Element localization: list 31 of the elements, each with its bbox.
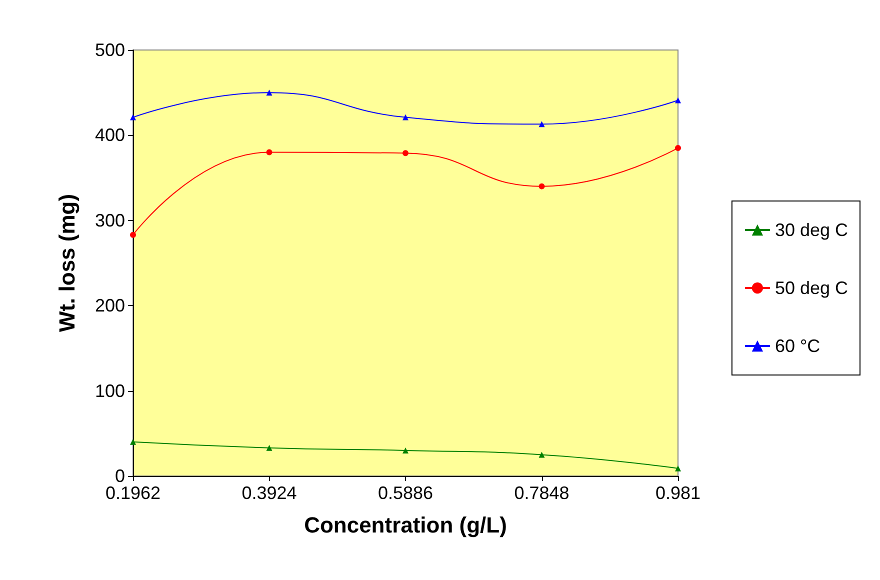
y-axis-title: Wt. loss (mg) — [54, 194, 80, 332]
y-tick-label: 0 — [114, 466, 125, 486]
x-tick-label: 0.981 — [655, 483, 701, 503]
x-axis-title: Concentration (g/L) — [304, 512, 507, 538]
point — [402, 150, 408, 156]
point — [130, 438, 136, 445]
legend-label: 60 °C — [774, 336, 820, 356]
x-tick-label: 0.7848 — [514, 483, 570, 503]
point — [538, 183, 545, 190]
legend-label: 50 deg C — [774, 278, 848, 298]
y-tick-label: 300 — [94, 210, 125, 230]
point — [675, 97, 681, 104]
point — [675, 465, 681, 472]
x-tick-label: 0.1962 — [105, 483, 161, 503]
point — [402, 114, 408, 120]
point — [130, 232, 136, 238]
point — [266, 90, 272, 96]
point — [538, 121, 545, 128]
point — [675, 144, 681, 151]
y-tick-label: 100 — [94, 380, 125, 401]
point — [266, 149, 272, 156]
y-tick-label: 500 — [94, 40, 125, 60]
y-tick-label: 400 — [94, 125, 125, 146]
point — [266, 444, 272, 451]
point — [130, 114, 136, 120]
y-tick-label: 200 — [94, 296, 125, 316]
point — [538, 452, 545, 458]
x-tick-label: 0.3924 — [242, 483, 297, 503]
point — [402, 447, 408, 454]
x-tick-label: 0.5886 — [378, 483, 434, 503]
legend-label: 30 deg C — [774, 220, 848, 240]
